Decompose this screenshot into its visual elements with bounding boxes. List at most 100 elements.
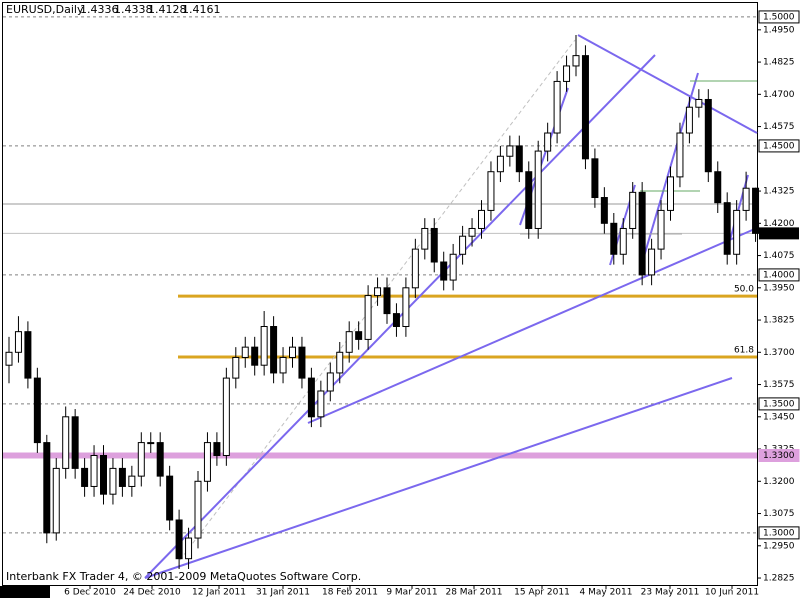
candle-body	[345, 331, 353, 353]
y-tick-label: 1.4950	[763, 25, 795, 35]
candle-body	[629, 191, 637, 229]
candle-body	[449, 253, 457, 281]
candle-body	[392, 313, 400, 328]
candle-body	[241, 346, 249, 358]
candle-body	[667, 176, 674, 211]
y-tick-label: 1.2950	[763, 541, 795, 551]
y-tick-label: 1.3950	[763, 283, 795, 293]
candle-body	[213, 442, 221, 456]
candle-body	[704, 98, 712, 173]
candle-body	[33, 377, 41, 444]
candle-body	[194, 480, 202, 539]
candle-body	[289, 346, 296, 358]
y-tick-label: 1.3200	[763, 477, 795, 487]
level-label: 1.4000	[763, 270, 795, 280]
plot-frame	[2, 2, 758, 586]
level-label: 1.3000	[763, 528, 795, 538]
candles	[5, 34, 760, 570]
x-tick-label: 31 Jan 2011	[256, 588, 310, 598]
candle-body	[14, 331, 22, 353]
candle-body	[544, 132, 552, 152]
candle-body	[336, 351, 344, 374]
candle-body	[695, 98, 703, 108]
y-tick-label: 1.3825	[763, 316, 795, 326]
candle-body	[534, 150, 542, 229]
candle-body	[440, 261, 448, 281]
candle-body	[600, 197, 608, 224]
candle-body	[525, 171, 533, 229]
x-tick-label: 24 Dec 2010	[123, 588, 181, 598]
y-tick-label: 1.4200	[763, 219, 795, 229]
level-label: 1.3300	[763, 451, 795, 461]
candle-body	[468, 227, 476, 237]
candle-body	[619, 227, 627, 255]
level-label: 1.3500	[763, 399, 795, 409]
trendline	[144, 377, 733, 579]
header-value: 1.4336	[80, 3, 119, 16]
y-tick-label: 1.4325	[763, 187, 795, 197]
candle-body	[742, 187, 750, 211]
level-box	[758, 10, 800, 24]
footer: Interbank FX Trader 4, © 2001-2009 MetaQ…	[6, 570, 361, 583]
candle-body	[52, 467, 60, 534]
header-value: 1.4161	[182, 3, 221, 16]
candle-body	[24, 331, 32, 379]
candle-body	[355, 331, 363, 340]
level-label: 1.4500	[763, 141, 795, 151]
level-box	[758, 526, 800, 540]
candle-body	[166, 475, 174, 521]
x-tick-label: 10 Jun 2011	[705, 588, 759, 598]
candle-body	[137, 442, 145, 477]
y-tick-label: 1.3700	[763, 348, 795, 358]
candle-body	[752, 187, 760, 234]
y-tick-label: 1.4575	[763, 122, 795, 132]
x-tick-label: 11.19 0:00	[1, 588, 50, 598]
candle-body	[383, 287, 391, 315]
candle-body	[43, 442, 51, 534]
x-tick-label: 23 May 2011	[641, 588, 700, 598]
candle-body	[723, 202, 731, 255]
candle-body	[175, 519, 183, 560]
current-price-box	[759, 227, 799, 240]
x-tick-label: 18 Feb 2011	[322, 588, 378, 598]
chart-title: EURUSD,Daily	[6, 3, 84, 16]
candle-body	[714, 171, 722, 204]
candle-body	[279, 356, 287, 374]
candle-body	[402, 287, 410, 328]
candle-body	[685, 106, 693, 134]
candle-body	[581, 55, 589, 160]
fib-label: 61.8	[734, 345, 754, 355]
candle-body	[232, 356, 240, 379]
candle-body	[421, 227, 429, 250]
trendline	[144, 54, 656, 579]
candle-body	[610, 222, 618, 255]
x-tick-label: 4 May 2011	[580, 588, 633, 598]
candle-body	[109, 467, 117, 495]
candle-body	[251, 346, 259, 366]
candle-body	[676, 132, 684, 178]
candle-body	[496, 155, 504, 173]
candle-body	[430, 227, 438, 263]
level-box	[758, 139, 800, 153]
candle-body	[203, 442, 211, 482]
fib-label: 50.0	[734, 285, 754, 295]
candle-body	[62, 416, 70, 469]
candle-body	[260, 326, 268, 366]
candle-body	[374, 287, 382, 297]
x-tick-label: 6 Dec 2010	[64, 588, 116, 598]
candle-body	[307, 377, 315, 418]
trendline	[729, 174, 749, 241]
level-label: 1.5000	[763, 12, 795, 22]
candle-body	[90, 454, 98, 487]
level-box	[758, 268, 800, 282]
y-tick-label: 1.3575	[763, 380, 795, 390]
y-tick-label: 1.4075	[763, 251, 795, 261]
candle-body	[572, 55, 580, 67]
candle-body	[478, 209, 485, 229]
y-tick-label: 1.3075	[763, 509, 795, 519]
candle-body	[317, 390, 325, 418]
candle-body	[648, 248, 656, 276]
x-tick-label: 12 Jan 2011	[192, 588, 246, 598]
